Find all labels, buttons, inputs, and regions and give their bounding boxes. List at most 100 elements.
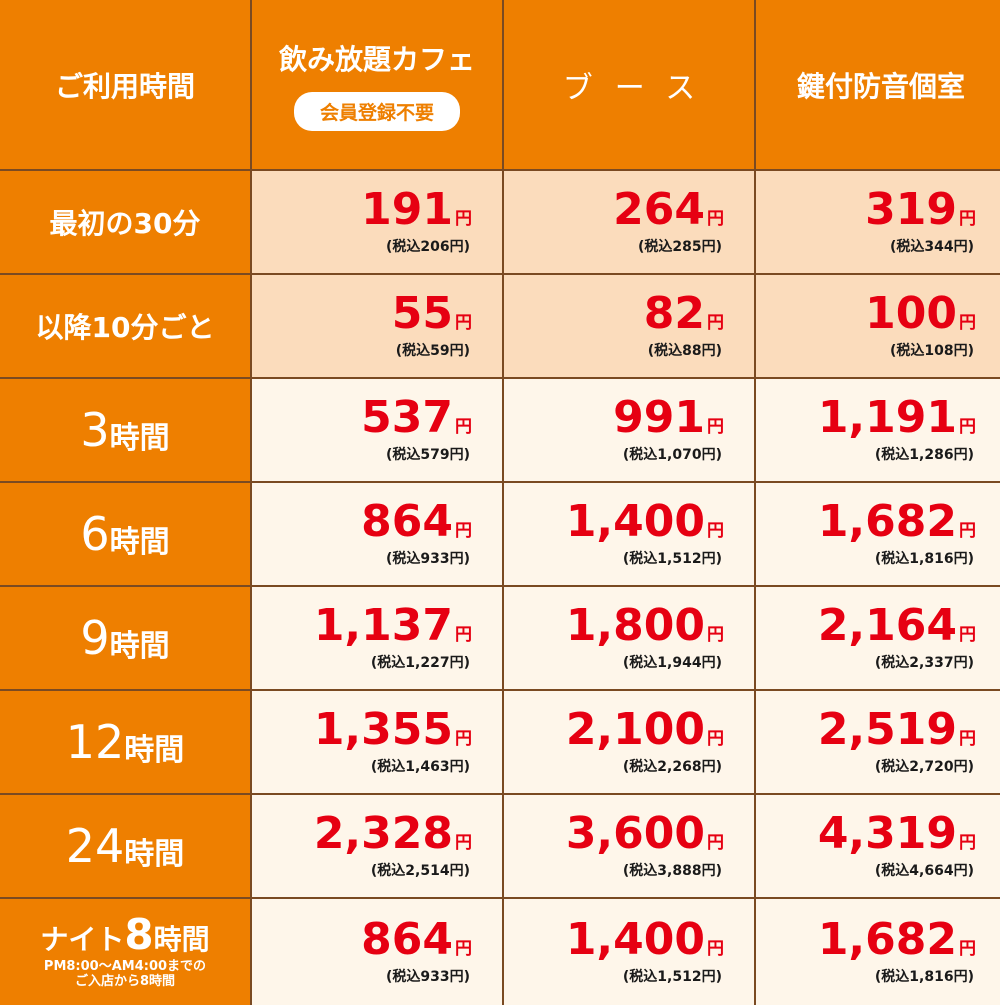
tax-included-price: (税込933円) xyxy=(385,551,470,567)
header-private-room-title: 鍵付防音個室 xyxy=(796,69,965,103)
price-value: 191 円 xyxy=(361,188,472,232)
price-number: 55 xyxy=(391,288,453,339)
tax-included-price: (税込2,337円) xyxy=(874,655,974,671)
row-label-unit: 時間 xyxy=(124,837,185,872)
price-number: 2,100 xyxy=(565,704,705,755)
price-value: 537 円 xyxy=(361,396,472,440)
night-note: PM8:00～AM4:00までの ご入店から8時間 xyxy=(44,959,206,990)
price-number: 1,400 xyxy=(565,496,705,547)
tax-included-price: (税込1,816円) xyxy=(874,551,974,567)
price-cell: 1,191 円 (税込1,286円) xyxy=(756,379,1000,481)
tax-included-price: (税込1,463円) xyxy=(370,759,470,775)
row-label: 3 時間 xyxy=(0,379,250,481)
row-label-unit: 時間 xyxy=(109,525,170,560)
row-label-number: 3 xyxy=(80,403,110,457)
tax-included-price: (税込108円) xyxy=(889,343,974,359)
row-label-text: 最初の30分 xyxy=(49,207,201,240)
row-label-number: 24 xyxy=(65,819,125,873)
header-booth-title: ブース xyxy=(562,70,718,106)
price-value: 1,400 円 xyxy=(566,918,724,962)
tax-included-price: (税込1,227円) xyxy=(370,655,470,671)
price-cell: 991 円 (税込1,070円) xyxy=(504,379,754,481)
yen-unit: 円 xyxy=(455,833,472,853)
header-private-room: 鍵付防音個室 xyxy=(756,0,1000,169)
yen-unit: 円 xyxy=(959,625,976,645)
tax-included-price: (税込1,512円) xyxy=(622,551,722,567)
price-cell: 864 円 (税込933円) xyxy=(252,899,502,1005)
price-number: 864 xyxy=(361,496,453,547)
price-number: 1,137 xyxy=(313,600,453,651)
price-number: 1,682 xyxy=(817,496,957,547)
price-cell: 264 円 (税込285円) xyxy=(504,171,754,273)
yen-unit: 円 xyxy=(959,939,976,959)
price-number: 1,682 xyxy=(817,914,957,965)
price-value: 3,600 円 xyxy=(566,812,724,856)
price-number: 1,800 xyxy=(565,600,705,651)
row-label: 最初の30分 xyxy=(0,171,250,273)
price-value: 100 円 xyxy=(865,292,976,336)
price-number: 2,328 xyxy=(313,808,453,859)
tax-included-price: (税込59円) xyxy=(395,343,470,359)
price-value: 1,137 円 xyxy=(314,604,472,648)
price-number: 100 xyxy=(865,288,957,339)
yen-unit: 円 xyxy=(455,521,472,541)
price-cell: 100 円 (税込108円) xyxy=(756,275,1000,377)
tax-included-price: (税込1,816円) xyxy=(874,969,974,985)
header-cafe: 飲み放題カフェ 会員登録不要 xyxy=(252,0,502,169)
price-cell: 191 円 (税込206円) xyxy=(252,171,502,273)
tax-included-price: (税込1,070円) xyxy=(622,447,722,463)
price-value: 1,191 円 xyxy=(818,396,976,440)
price-cell: 3,600 円 (税込3,888円) xyxy=(504,795,754,897)
price-cell: 319 円 (税込344円) xyxy=(756,171,1000,273)
row-label-night: ナイト8時間 PM8:00～AM4:00までの ご入店から8時間 xyxy=(0,899,250,1005)
price-number: 2,164 xyxy=(817,600,957,651)
price-cell: 82 円 (税込88円) xyxy=(504,275,754,377)
price-value: 864 円 xyxy=(361,918,472,962)
price-cell: 537 円 (税込579円) xyxy=(252,379,502,481)
price-cell: 2,164 円 (税込2,337円) xyxy=(756,587,1000,689)
tax-included-price: (税込2,514円) xyxy=(370,863,470,879)
yen-unit: 円 xyxy=(455,729,472,749)
price-cell: 2,519 円 (税込2,720円) xyxy=(756,691,1000,793)
price-number: 991 xyxy=(613,392,705,443)
price-number: 191 xyxy=(361,184,453,235)
row-label-unit: 時間 xyxy=(109,421,170,456)
row-label-number: 9 xyxy=(80,611,110,665)
yen-unit: 円 xyxy=(455,209,472,229)
price-cell: 1,137 円 (税込1,227円) xyxy=(252,587,502,689)
tax-included-price: (税込1,944円) xyxy=(622,655,722,671)
yen-unit: 円 xyxy=(707,209,724,229)
price-value: 1,400 円 xyxy=(566,500,724,544)
yen-unit: 円 xyxy=(707,833,724,853)
price-cell: 4,319 円 (税込4,664円) xyxy=(756,795,1000,897)
price-value: 1,355 円 xyxy=(314,708,472,752)
price-cell: 1,355 円 (税込1,463円) xyxy=(252,691,502,793)
price-number: 264 xyxy=(613,184,705,235)
price-number: 1,355 xyxy=(313,704,453,755)
night-title: ナイト8時間 xyxy=(40,914,209,956)
price-number: 2,519 xyxy=(817,704,957,755)
tax-included-price: (税込3,888円) xyxy=(622,863,722,879)
yen-unit: 円 xyxy=(455,313,472,333)
yen-unit: 円 xyxy=(455,939,472,959)
price-value: 991 円 xyxy=(613,396,724,440)
price-value: 2,100 円 xyxy=(566,708,724,752)
tax-included-price: (税込88円) xyxy=(647,343,722,359)
yen-unit: 円 xyxy=(455,417,472,437)
row-label: 6 時間 xyxy=(0,483,250,585)
price-value: 4,319 円 xyxy=(818,812,976,856)
header-time-label: ご利用時間 xyxy=(54,69,195,103)
night-prefix: ナイト xyxy=(40,923,125,957)
yen-unit: 円 xyxy=(959,209,976,229)
yen-unit: 円 xyxy=(959,833,976,853)
price-cell: 1,400 円 (税込1,512円) xyxy=(504,483,754,585)
yen-unit: 円 xyxy=(707,417,724,437)
row-label-number: 6 xyxy=(80,507,110,561)
tax-included-price: (税込2,720円) xyxy=(874,759,974,775)
yen-unit: 円 xyxy=(707,729,724,749)
yen-unit: 円 xyxy=(707,939,724,959)
price-cell: 1,800 円 (税込1,944円) xyxy=(504,587,754,689)
header-time: ご利用時間 xyxy=(0,0,250,169)
price-value: 2,164 円 xyxy=(818,604,976,648)
tax-included-price: (税込1,286円) xyxy=(874,447,974,463)
